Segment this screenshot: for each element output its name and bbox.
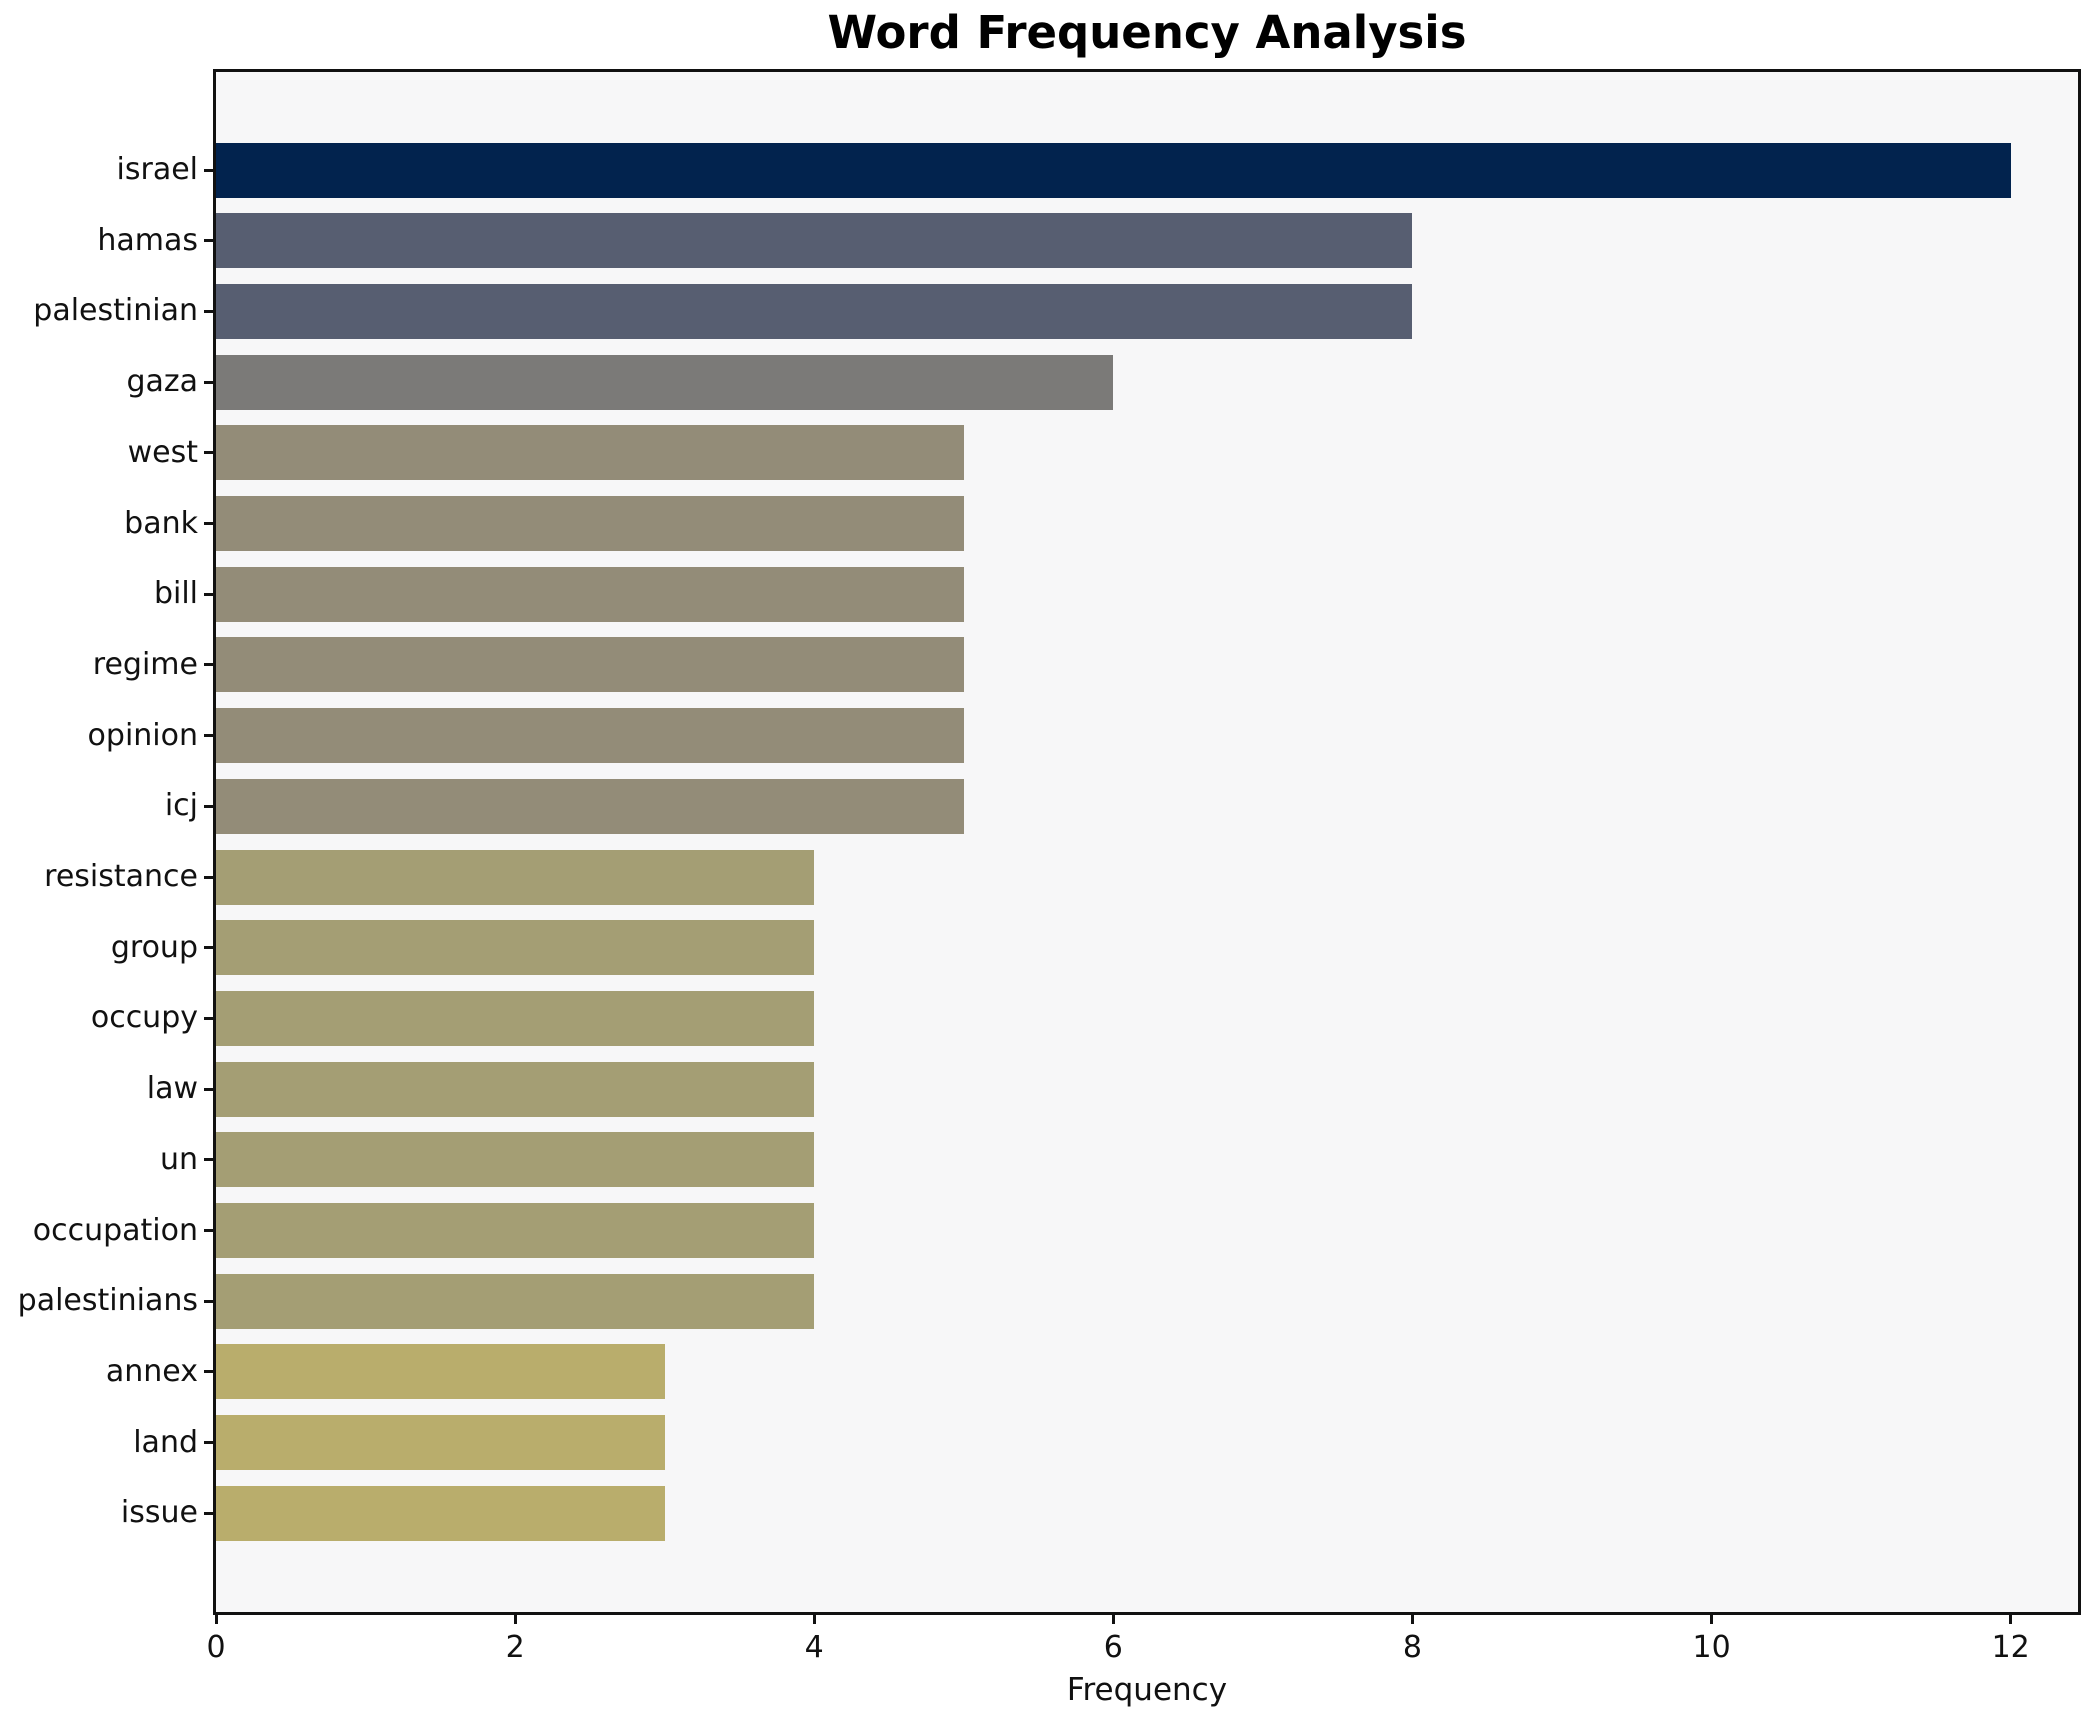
y-tick <box>204 946 215 950</box>
y-tick <box>204 380 215 384</box>
y-tick-label-west: west <box>127 434 198 470</box>
bar-icj <box>216 778 964 834</box>
bar-israel <box>216 142 2011 198</box>
bar-palestinians <box>216 1273 815 1329</box>
y-tick-label-israel: israel <box>116 152 198 187</box>
y-tick-label-regime: regime <box>92 646 198 682</box>
bar-law <box>216 1061 815 1117</box>
x-tick <box>513 1612 517 1624</box>
bar-resistance <box>216 849 815 905</box>
bar-un <box>216 1132 815 1188</box>
y-tick <box>204 804 215 808</box>
y-tick-label-bank: bank <box>124 505 198 541</box>
bar-gaza <box>216 354 1114 410</box>
y-tick-label-issue: issue <box>120 1495 198 1531</box>
y-tick-label-land: land <box>133 1424 198 1460</box>
y-tick-label-occupy: occupy <box>90 1000 198 1036</box>
y-tick-label-annex: annex <box>105 1353 198 1389</box>
y-tick-label-icj: icj <box>164 788 198 824</box>
y-tick <box>204 663 215 667</box>
y-tick-label-group: group <box>110 929 198 965</box>
y-tick-label-opinion: opinion <box>87 717 198 753</box>
bar-hamas <box>216 213 1413 269</box>
bar-regime <box>216 637 964 693</box>
x-tick <box>812 1612 816 1624</box>
y-tick <box>204 1016 215 1020</box>
y-tick-label-gaza: gaza <box>126 364 198 400</box>
y-tick-label-resistance: resistance <box>44 859 198 894</box>
x-tick <box>2009 1612 2013 1624</box>
y-tick <box>204 1441 215 1445</box>
bar-palestinian <box>216 283 1413 339</box>
y-tick-label-hamas: hamas <box>97 222 198 258</box>
bar-land <box>216 1415 665 1471</box>
y-tick <box>204 168 215 172</box>
x-tick-label: 8 <box>1402 1630 1422 1665</box>
bar-west <box>216 425 964 481</box>
y-tick-label-palestinian: palestinian <box>33 293 198 329</box>
x-tick <box>214 1612 218 1624</box>
y-tick-label-palestinians: palestinians <box>17 1283 198 1319</box>
y-tick-label-occupation: occupation <box>32 1212 198 1248</box>
x-tick-label: 4 <box>804 1630 824 1665</box>
y-tick-label-law: law <box>146 1071 198 1107</box>
y-tick <box>204 522 215 525</box>
y-tick <box>204 1229 215 1232</box>
y-tick <box>204 309 215 313</box>
bar-bill <box>216 566 964 622</box>
x-tick <box>1410 1612 1414 1624</box>
bar-opinion <box>216 708 964 764</box>
x-tick-label: 0 <box>206 1630 226 1665</box>
y-tick <box>204 1511 215 1515</box>
y-tick <box>204 592 215 596</box>
y-tick-label-bill: bill <box>153 576 198 612</box>
bar-occupation <box>216 1203 815 1258</box>
y-tick <box>204 239 215 243</box>
y-tick-label-un: un <box>159 1141 198 1177</box>
bar-group <box>216 920 815 976</box>
y-tick <box>204 1370 215 1374</box>
y-tick <box>204 1158 215 1162</box>
bar-issue <box>216 1485 665 1541</box>
y-tick <box>204 875 215 879</box>
bar-annex <box>216 1344 665 1400</box>
y-tick <box>204 1299 215 1303</box>
x-tick-label: 12 <box>1991 1630 2030 1665</box>
x-tick <box>1710 1612 1714 1624</box>
y-tick <box>204 451 215 455</box>
y-tick <box>204 1087 215 1091</box>
chart-title: Word Frequency Analysis <box>827 6 1467 59</box>
x-tick-label: 6 <box>1103 1630 1123 1665</box>
bar-occupy <box>216 990 815 1046</box>
x-axis-label: Frequency <box>1066 1672 1228 1708</box>
bar-bank <box>216 496 964 551</box>
x-tick-label: 2 <box>505 1630 525 1665</box>
x-tick <box>1111 1612 1115 1624</box>
y-tick <box>204 734 215 738</box>
x-tick-label: 10 <box>1692 1630 1731 1665</box>
